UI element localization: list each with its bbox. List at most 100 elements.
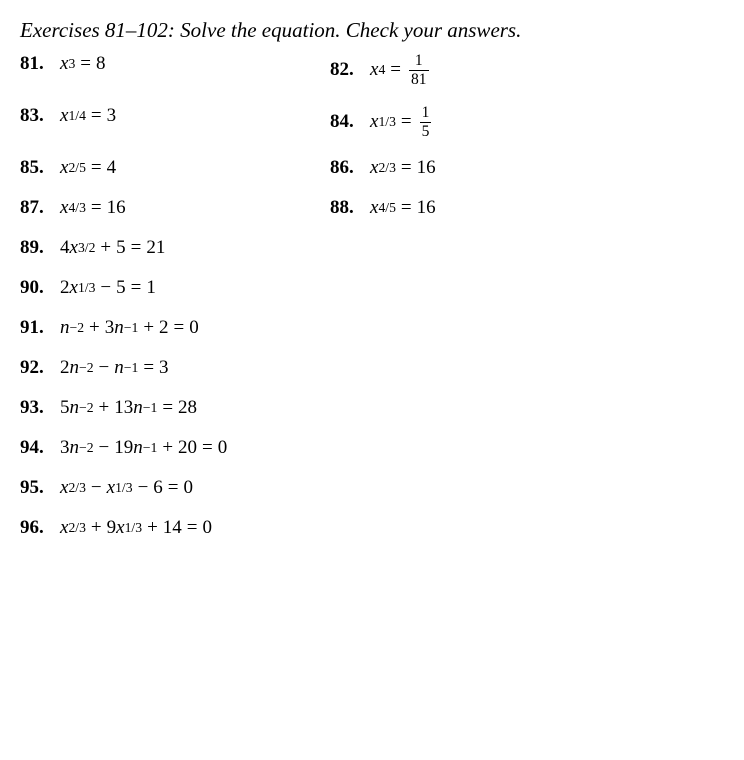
operator: + [147, 517, 158, 539]
rhs: 8 [96, 53, 106, 75]
equals: = [91, 197, 102, 219]
equation: n−2 + 3n−1 + 2 = 0 [60, 317, 199, 339]
equation: 5n−2 + 13n−1 = 28 [60, 397, 197, 419]
variable: n [70, 357, 80, 379]
rhs: 28 [178, 397, 197, 419]
variable: x [370, 157, 378, 179]
item-number: 90. [20, 277, 50, 299]
equation: x4/5 = 16 [370, 197, 436, 219]
operator: + [91, 517, 102, 539]
coef: 9 [107, 517, 117, 539]
item-number: 84. [330, 111, 360, 133]
item-number: 81. [20, 53, 50, 75]
equals: = [162, 397, 173, 419]
variable: n [60, 317, 70, 339]
exercise-item: 89. 4x3/2 + 5 = 21 [20, 237, 165, 259]
exercise-item: 84. x1/3 = 1 5 [330, 105, 431, 139]
exercise-instruction: Exercises 81–102: Solve the equation. Ch… [20, 18, 724, 43]
exercise-item: 82. x4 = 1 81 [330, 53, 429, 87]
equals: = [131, 237, 142, 259]
item-number: 87. [20, 197, 50, 219]
variable: x [60, 53, 68, 75]
operator: − [100, 277, 111, 299]
variable: n [133, 397, 143, 419]
equals: = [91, 157, 102, 179]
coef: 2 [60, 357, 70, 379]
term: 5 [116, 277, 126, 299]
equation: x2/3 = 16 [370, 157, 436, 179]
exercise-row: 95. x2/3 − x1/3 − 6 = 0 [20, 477, 724, 499]
exercise-row: 92. 2n−2 − n−1 = 3 [20, 357, 724, 379]
operator: + [99, 397, 110, 419]
fraction: 1 5 [420, 105, 432, 139]
variable: x [116, 517, 124, 539]
item-number: 92. [20, 357, 50, 379]
equals: = [401, 111, 412, 133]
equals: = [187, 517, 198, 539]
variable: n [114, 357, 124, 379]
exercise-row: 90. 2x1/3 − 5 = 1 [20, 277, 724, 299]
exercise-item: 94. 3n−2 − 19n−1 + 20 = 0 [20, 437, 227, 459]
exercise-item: 87. x4/3 = 16 [20, 197, 330, 219]
operator: + [100, 237, 111, 259]
coef: 3 [60, 437, 70, 459]
coef: 5 [60, 397, 70, 419]
equation: 2x1/3 − 5 = 1 [60, 277, 156, 299]
operator: − [99, 357, 110, 379]
equation: x2/3 − x1/3 − 6 = 0 [60, 477, 193, 499]
exercise-row: 81. x3 = 8 82. x4 = 1 81 [20, 53, 724, 87]
item-number: 88. [330, 197, 360, 219]
exercise-item: 96. x2/3 + 9x1/3 + 14 = 0 [20, 517, 212, 539]
denominator: 5 [420, 122, 432, 140]
numerator: 1 [420, 105, 432, 122]
variable: n [70, 437, 80, 459]
equals: = [174, 317, 185, 339]
exercise-item: 92. 2n−2 − n−1 = 3 [20, 357, 169, 379]
item-number: 86. [330, 157, 360, 179]
fraction: 1 81 [409, 53, 429, 87]
item-number: 85. [20, 157, 50, 179]
coef: 2 [60, 277, 70, 299]
operator: + [162, 437, 173, 459]
exercise-row: 87. x4/3 = 16 88. x4/5 = 16 [20, 197, 724, 219]
operator: − [138, 477, 149, 499]
exercise-item: 95. x2/3 − x1/3 − 6 = 0 [20, 477, 193, 499]
item-number: 94. [20, 437, 50, 459]
exercise-row: 93. 5n−2 + 13n−1 = 28 [20, 397, 724, 419]
equation: x1/4 = 3 [60, 105, 116, 127]
variable: x [60, 197, 68, 219]
variable: x [370, 111, 378, 133]
rhs: 1 [146, 277, 156, 299]
rhs: 3 [107, 105, 117, 127]
numerator: 1 [413, 53, 425, 70]
item-number: 82. [330, 59, 360, 81]
exercise-item: 91. n−2 + 3n−1 + 2 = 0 [20, 317, 199, 339]
variable: x [370, 59, 378, 81]
operator: − [91, 477, 102, 499]
term: 14 [163, 517, 182, 539]
variable: n [133, 437, 143, 459]
exercise-item: 88. x4/5 = 16 [330, 197, 436, 219]
variable: x [70, 277, 78, 299]
equals: = [131, 277, 142, 299]
exercise-row: 83. x1/4 = 3 84. x1/3 = 1 5 [20, 105, 724, 139]
item-number: 89. [20, 237, 50, 259]
rhs: 0 [189, 317, 199, 339]
item-number: 83. [20, 105, 50, 127]
equation: 2n−2 − n−1 = 3 [60, 357, 169, 379]
rhs: 0 [184, 477, 194, 499]
equation: 4x3/2 + 5 = 21 [60, 237, 165, 259]
exercise-row: 85. x2/5 = 4 86. x2/3 = 16 [20, 157, 724, 179]
variable: x [107, 477, 115, 499]
term: 20 [178, 437, 197, 459]
exercise-item: 90. 2x1/3 − 5 = 1 [20, 277, 156, 299]
exercise-row: 89. 4x3/2 + 5 = 21 [20, 237, 724, 259]
equation: x4 = 1 81 [370, 53, 429, 87]
item-number: 93. [20, 397, 50, 419]
exercise-row: 91. n−2 + 3n−1 + 2 = 0 [20, 317, 724, 339]
variable: x [370, 197, 378, 219]
coef: 19 [114, 437, 133, 459]
operator: + [89, 317, 100, 339]
exercise-item: 85. x2/5 = 4 [20, 157, 330, 179]
exercise-row: 94. 3n−2 − 19n−1 + 20 = 0 [20, 437, 724, 459]
